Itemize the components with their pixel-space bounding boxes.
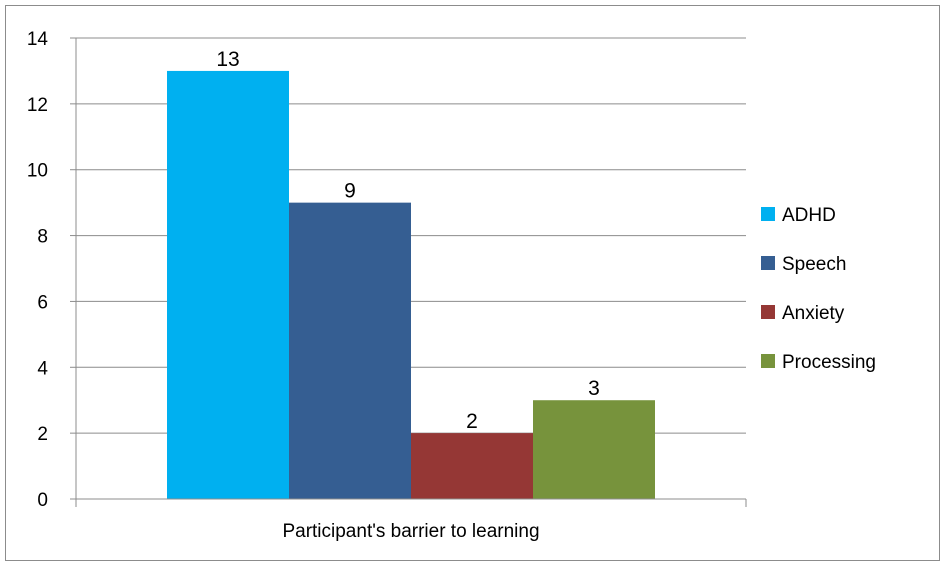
data-label-processing: 3 bbox=[588, 377, 600, 400]
y-tick-label: 6 bbox=[37, 292, 48, 313]
legend-swatch-anxiety bbox=[761, 305, 775, 319]
y-tick-label: 4 bbox=[37, 358, 48, 379]
y-tick-label: 8 bbox=[37, 227, 48, 248]
bar-speech bbox=[289, 202, 411, 499]
bar-processing bbox=[533, 400, 655, 499]
y-tick-label: 12 bbox=[27, 95, 48, 116]
legend-swatch-adhd bbox=[761, 207, 775, 221]
y-tick-label: 10 bbox=[27, 161, 48, 182]
legend-swatch-processing bbox=[761, 354, 775, 368]
legend-label-adhd: ADHD bbox=[782, 205, 836, 226]
legend-label-speech: Speech bbox=[782, 254, 846, 275]
data-label-speech: 9 bbox=[344, 180, 356, 203]
x-axis-label: Participant's barrier to learning bbox=[282, 521, 539, 542]
data-labels: 13 9 2 3 bbox=[216, 48, 600, 433]
legend-swatch-speech bbox=[761, 256, 775, 270]
legend-label-processing: Processing bbox=[782, 352, 876, 373]
y-axis: 0 2 4 6 8 10 12 14 bbox=[27, 29, 77, 511]
x-axis: Participant's barrier to learning bbox=[75, 498, 747, 542]
legend: ADHD Speech Anxiety Processing bbox=[761, 205, 876, 373]
bar-adhd bbox=[167, 70, 289, 499]
y-tick-label: 0 bbox=[37, 490, 48, 511]
legend-label-anxiety: Anxiety bbox=[782, 303, 845, 324]
bar-anxiety bbox=[411, 433, 533, 499]
data-label-adhd: 13 bbox=[216, 48, 239, 71]
y-tick-label: 14 bbox=[27, 29, 49, 50]
data-label-anxiety: 2 bbox=[466, 410, 478, 433]
bars bbox=[167, 70, 655, 499]
y-tick-label: 2 bbox=[37, 424, 48, 445]
